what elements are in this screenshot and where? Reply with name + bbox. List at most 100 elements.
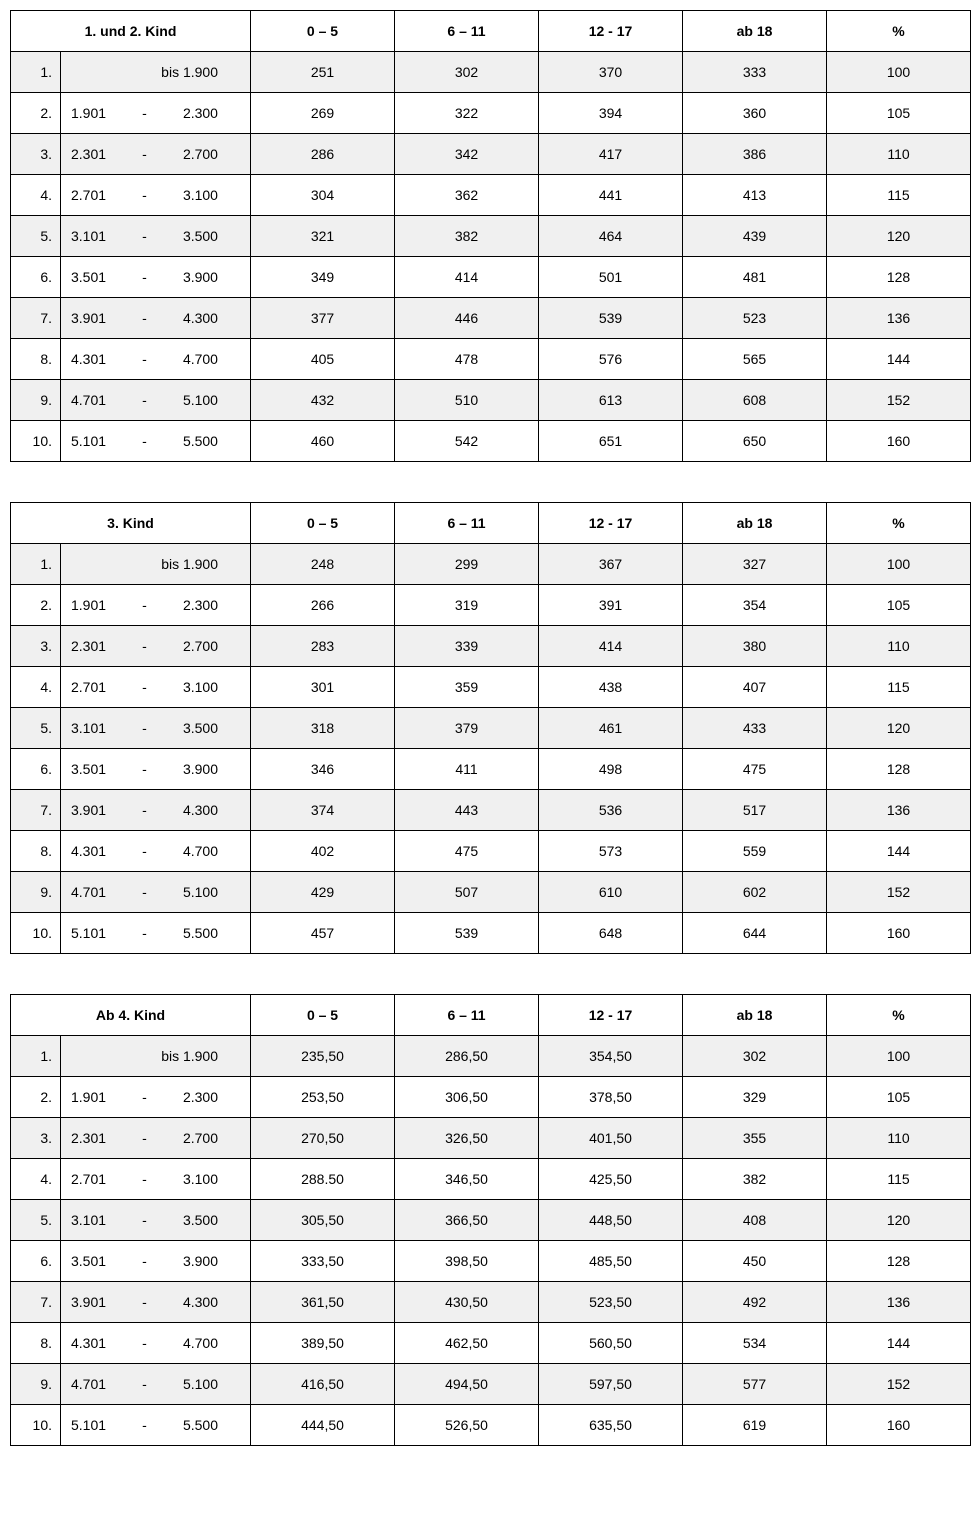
value-cell: 441 <box>539 175 683 216</box>
value-cell: 619 <box>683 1405 827 1446</box>
value-cell: 360 <box>683 93 827 134</box>
value-cell: 413 <box>683 175 827 216</box>
value-cell: 650 <box>683 421 827 462</box>
table-row: 7.3.901-4.300377446539523136 <box>11 298 971 339</box>
range-to: 2.300 <box>183 1089 218 1105</box>
value-cell: 305,50 <box>251 1200 395 1241</box>
column-header: 0 – 5 <box>251 995 395 1036</box>
range-cell: 4.701-5.100 <box>61 872 251 913</box>
row-index: 9. <box>11 872 61 913</box>
range-to: 3.500 <box>183 228 218 244</box>
row-index: 10. <box>11 1405 61 1446</box>
value-cell: 425,50 <box>539 1159 683 1200</box>
range-from: 4.701 <box>71 1376 106 1392</box>
table-row: 6.3.501-3.900333,50398,50485,50450128 <box>11 1241 971 1282</box>
value-cell: 478 <box>395 339 539 380</box>
range-to: 2.300 <box>183 105 218 121</box>
value-cell: 333,50 <box>251 1241 395 1282</box>
row-index: 1. <box>11 1036 61 1077</box>
row-index: 10. <box>11 913 61 954</box>
range-separator: - <box>142 1171 147 1187</box>
value-cell: 597,50 <box>539 1364 683 1405</box>
range-from: 4.301 <box>71 1335 106 1351</box>
value-cell: 475 <box>395 831 539 872</box>
range-cell: bis 1.900 <box>61 1036 251 1077</box>
value-cell: 635,50 <box>539 1405 683 1446</box>
value-cell: 416,50 <box>251 1364 395 1405</box>
value-cell: 359 <box>395 667 539 708</box>
value-cell: 414 <box>395 257 539 298</box>
value-cell: 401,50 <box>539 1118 683 1159</box>
table-row: 9.4.701-5.100416,50494,50597,50577152 <box>11 1364 971 1405</box>
range-to: 4.300 <box>183 310 218 326</box>
range-cell: 2.301-2.700 <box>61 1118 251 1159</box>
value-cell: 411 <box>395 749 539 790</box>
range-from: 4.701 <box>71 884 106 900</box>
value-cell: 501 <box>539 257 683 298</box>
column-header: 12 - 17 <box>539 11 683 52</box>
value-cell: 152 <box>827 872 971 913</box>
table-row: 8.4.301-4.700389,50462,50560,50534144 <box>11 1323 971 1364</box>
range-to: 3.900 <box>183 761 218 777</box>
range-from: 3.901 <box>71 802 106 818</box>
range-to: 3.500 <box>183 1212 218 1228</box>
row-index: 7. <box>11 298 61 339</box>
value-cell: 306,50 <box>395 1077 539 1118</box>
value-cell: 235,50 <box>251 1036 395 1077</box>
table-row: 6.3.501-3.900346411498475128 <box>11 749 971 790</box>
table-row: 2.1.901-2.300253,50306,50378,50329105 <box>11 1077 971 1118</box>
value-cell: 446 <box>395 298 539 339</box>
value-cell: 438 <box>539 667 683 708</box>
value-cell: 160 <box>827 913 971 954</box>
column-header: ab 18 <box>683 503 827 544</box>
column-header: ab 18 <box>683 11 827 52</box>
range-to: 5.100 <box>183 392 218 408</box>
table-row: 10.5.101-5.500460542651650160 <box>11 421 971 462</box>
row-index: 5. <box>11 708 61 749</box>
value-cell: 448,50 <box>539 1200 683 1241</box>
range-to: 4.700 <box>183 1335 218 1351</box>
value-cell: 398,50 <box>395 1241 539 1282</box>
value-cell: 559 <box>683 831 827 872</box>
value-cell: 120 <box>827 1200 971 1241</box>
value-cell: 379 <box>395 708 539 749</box>
table-row: 9.4.701-5.100432510613608152 <box>11 380 971 421</box>
value-cell: 286 <box>251 134 395 175</box>
column-header: 12 - 17 <box>539 995 683 1036</box>
table-row: 2.1.901-2.300269322394360105 <box>11 93 971 134</box>
value-cell: 283 <box>251 626 395 667</box>
value-cell: 464 <box>539 216 683 257</box>
range-cell: 3.101-3.500 <box>61 216 251 257</box>
row-index: 3. <box>11 626 61 667</box>
value-cell: 346 <box>251 749 395 790</box>
range-from: 2.301 <box>71 1130 106 1146</box>
value-cell: 299 <box>395 544 539 585</box>
range-separator: - <box>142 1376 147 1392</box>
row-index: 2. <box>11 93 61 134</box>
value-cell: 523 <box>683 298 827 339</box>
column-header: 6 – 11 <box>395 995 539 1036</box>
value-cell: 523,50 <box>539 1282 683 1323</box>
value-cell: 304 <box>251 175 395 216</box>
value-cell: 608 <box>683 380 827 421</box>
table-row: 4.2.701-3.100304362441413115 <box>11 175 971 216</box>
value-cell: 517 <box>683 790 827 831</box>
value-cell: 333 <box>683 52 827 93</box>
value-cell: 367 <box>539 544 683 585</box>
range-cell: 4.301-4.700 <box>61 831 251 872</box>
value-cell: 573 <box>539 831 683 872</box>
range-to: 3.100 <box>183 679 218 695</box>
range-from: 1.901 <box>71 1089 106 1105</box>
range-cell: 5.101-5.500 <box>61 913 251 954</box>
value-cell: 539 <box>395 913 539 954</box>
value-cell: 152 <box>827 1364 971 1405</box>
value-cell: 417 <box>539 134 683 175</box>
range-cell: 2.701-3.100 <box>61 667 251 708</box>
column-header: 0 – 5 <box>251 503 395 544</box>
range-separator: - <box>142 105 147 121</box>
data-table: 3. Kind0 – 56 – 1112 - 17ab 18%1.bis 1.9… <box>10 502 971 954</box>
value-cell: 432 <box>251 380 395 421</box>
range-from: 1.901 <box>71 597 106 613</box>
range-separator: - <box>142 638 147 654</box>
range-from: 2.301 <box>71 638 106 654</box>
